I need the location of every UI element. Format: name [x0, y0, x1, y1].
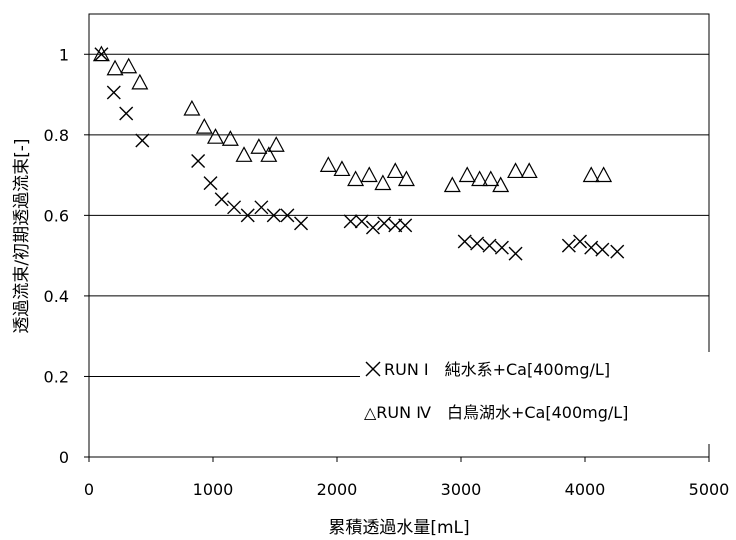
data-point-run1: [595, 242, 610, 257]
data-point-run1: [584, 240, 599, 255]
y-tick-label: 0: [59, 448, 69, 467]
data-point-run4: [582, 166, 600, 183]
x-tick-label: 4000: [565, 480, 606, 499]
data-point-run1: [191, 154, 206, 168]
data-point-run1: [508, 246, 523, 261]
y-tick-label: 0.6: [44, 206, 69, 225]
data-point-run1: [354, 214, 369, 229]
data-point-run4: [386, 162, 404, 179]
legend-marker-run1: [365, 361, 381, 377]
data-point-run4: [374, 174, 392, 191]
data-point-run4: [360, 166, 378, 183]
data-point-run1: [94, 47, 109, 62]
data-point-run1: [470, 236, 485, 251]
data-point-run1: [561, 238, 576, 253]
data-point-run1: [280, 208, 295, 223]
data-point-run4: [195, 118, 213, 134]
data-point-run1: [135, 133, 150, 148]
data-point-run4: [333, 160, 351, 177]
data-point-run4: [492, 176, 510, 193]
data-point-run4: [482, 170, 500, 187]
x-tick-label: 0: [84, 480, 94, 499]
data-point-run4: [507, 162, 525, 179]
data-point-run4: [221, 130, 239, 146]
x-tick-label: 1000: [193, 480, 234, 499]
data-point-run1: [457, 234, 472, 249]
x-tick-label: 5000: [689, 480, 730, 499]
legend: RUN Ⅰ 純水系+Ca[400mg/L] △RUN Ⅳ 白鳥湖水+Ca[400…: [360, 352, 710, 444]
x-tick-label: 2000: [317, 480, 358, 499]
data-point-run1: [398, 218, 413, 233]
legend-label-run1: RUN Ⅰ 純水系+Ca[400mg/L]: [384, 360, 610, 379]
data-point-run4: [250, 138, 268, 154]
y-tick-label: 0.4: [44, 287, 69, 306]
y-axis-ticks: 0 0.2 0.4 0.6 0.8 1: [44, 45, 89, 467]
data-point-run1: [119, 106, 134, 121]
data-point-run1: [203, 176, 218, 191]
data-point-run4: [106, 59, 124, 76]
data-point-run1: [610, 244, 625, 259]
x-axis-ticks: 0 1000 2000 3000 4000 5000: [84, 457, 729, 499]
data-point-run1: [106, 85, 121, 100]
data-point-run4: [131, 73, 149, 90]
data-point-run4: [235, 146, 253, 162]
data-point-run4: [120, 57, 138, 74]
data-point-run4: [458, 166, 476, 183]
data-point-run4: [397, 170, 415, 187]
y-tick-label: 1: [59, 45, 69, 64]
data-point-run1: [214, 192, 229, 207]
data-point-run1: [388, 218, 403, 233]
x-axis-title: 累積透過水量[mL]: [328, 518, 469, 538]
legend-label-run4: △RUN Ⅳ 白鳥湖水+Ca[400mg/L]: [364, 403, 628, 422]
data-point-run4: [347, 170, 365, 187]
data-point-run1: [494, 240, 509, 255]
data-point-run1: [482, 238, 497, 253]
data-point-run1: [266, 208, 281, 223]
data-point-run4: [319, 156, 337, 172]
data-point-run1: [343, 214, 358, 229]
data-point-run4: [443, 176, 461, 193]
data-point-run1: [365, 220, 380, 235]
data-point-run4: [183, 99, 201, 116]
data-point-run1: [294, 216, 309, 231]
data-points: [92, 45, 625, 261]
data-point-run4: [260, 146, 278, 162]
data-point-run1: [240, 208, 255, 223]
x-tick-label: 3000: [441, 480, 482, 499]
data-point-run4: [471, 170, 489, 187]
data-point-run1: [377, 216, 392, 231]
y-axis-title: 透過流束/初期透過流束[-]: [12, 138, 32, 333]
data-point-run1: [227, 200, 242, 215]
data-point-run4: [267, 136, 285, 152]
data-point-run4: [595, 166, 613, 183]
data-point-run1: [573, 234, 588, 249]
legend-box: [360, 352, 710, 444]
data-point-run4: [520, 162, 538, 179]
data-point-run1: [254, 200, 269, 215]
y-tick-label: 0.8: [44, 126, 69, 145]
data-point-run4: [92, 45, 110, 62]
y-tick-label: 0.2: [44, 367, 69, 386]
data-point-run4: [206, 128, 224, 144]
